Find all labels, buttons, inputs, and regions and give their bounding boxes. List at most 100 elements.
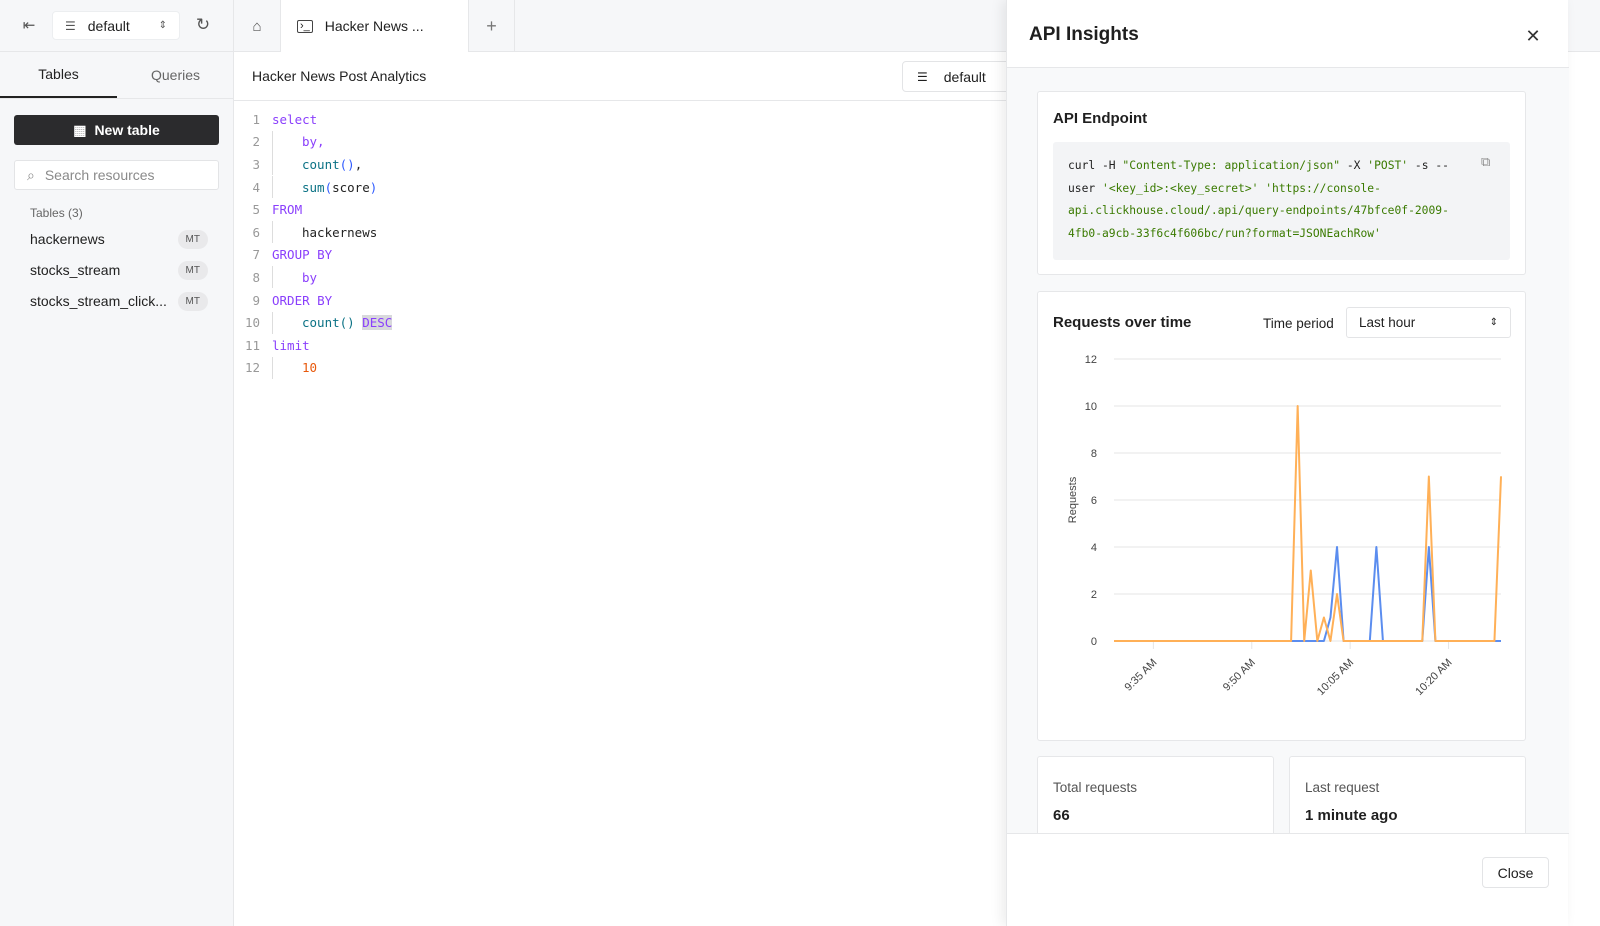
table-item-stocks-stream-click[interactable]: stocks_stream_click... MT	[30, 290, 208, 312]
database-select[interactable]: ☰ default ⇕	[52, 11, 180, 40]
database-icon: ☰	[917, 69, 928, 84]
data-point	[1310, 570, 1312, 571]
code-token: ORDER BY	[272, 292, 333, 308]
code-line: 9 ORDER BY	[240, 289, 392, 312]
new-tab-button[interactable]: +	[469, 0, 515, 52]
code-line: 10 count() DESC	[240, 311, 393, 334]
data-point	[1500, 476, 1502, 477]
table-item-hackernews[interactable]: hackernews MT	[30, 228, 208, 250]
code-token	[355, 315, 363, 330]
search-input[interactable]: ⌕ Search resources	[14, 160, 219, 190]
query-tab-title: Hacker News ...	[324, 18, 424, 34]
panel-body: API Endpoint curl -H "Content-Type: appl…	[1007, 67, 1569, 834]
line-number: 4	[252, 179, 260, 195]
indent-guide	[272, 311, 302, 334]
chevron-updown-icon: ⇕	[158, 20, 167, 31]
api-endpoint-card: API Endpoint curl -H "Content-Type: appl…	[1037, 91, 1526, 275]
copy-icon[interactable]: ⧉	[1481, 154, 1491, 169]
y-tick-label: 12	[1085, 354, 1097, 366]
code-token: 10	[302, 360, 318, 376]
query-title[interactable]: Hacker News Post Analytics	[252, 68, 427, 84]
y-tick-label: 4	[1091, 542, 1097, 554]
x-tick-label: 9:50 AM	[1221, 657, 1258, 694]
code-token: score	[332, 179, 370, 195]
line-number: 10	[244, 315, 260, 331]
code-token: )	[369, 179, 378, 195]
curl-token: -X	[1340, 159, 1368, 172]
editor-database-select[interactable]: ☰ default	[902, 61, 1022, 92]
code-line: 6 hackernews	[240, 221, 392, 244]
code-editor[interactable]: 1 select 2 by, 3 count(), 4 sum(score) 5 FROM 6 hac…	[240, 108, 393, 379]
total-requests-card: Total requests 66	[1037, 756, 1274, 833]
data-point	[1336, 593, 1338, 595]
requests-chart: 0 2 4 6 8 10 12 Requests 9:35 AM 9:50 AM 10:05 AM 1…	[1067, 354, 1502, 698]
refresh-icon[interactable]: ↻	[195, 15, 211, 34]
y-tick-label: 8	[1091, 448, 1097, 460]
x-tick-label: 10:05 AM	[1315, 657, 1356, 698]
y-tick-label: 0	[1091, 636, 1097, 648]
line-number: 8	[252, 269, 260, 285]
code-token: ,	[354, 156, 363, 172]
code-token: GROUP BY	[272, 247, 333, 263]
code-token: ()	[339, 156, 355, 172]
tab-queries[interactable]: Queries	[150, 67, 201, 83]
line-number: 2	[252, 134, 260, 150]
code-line: 5 FROM	[240, 198, 392, 221]
code-token: by,	[302, 134, 325, 150]
indent-guide	[272, 221, 302, 244]
x-tick-label: 9:35 AM	[1122, 657, 1159, 694]
line-number: 11	[244, 337, 260, 353]
data-point	[1375, 546, 1377, 548]
home-icon: ⌂	[252, 17, 262, 35]
code-line: 2 by,	[240, 130, 392, 154]
code-token: ()	[339, 315, 355, 331]
new-table-button[interactable]: ▦ New table	[14, 115, 219, 145]
new-table-label: New table	[94, 122, 160, 138]
table-name: stocks_stream_click...	[30, 293, 167, 309]
table-item-stocks-stream[interactable]: stocks_stream MT	[30, 259, 208, 281]
code-token: DESC	[362, 315, 393, 331]
curl-token: 'POST'	[1367, 159, 1409, 172]
data-point	[1428, 546, 1430, 548]
code-token: select	[272, 111, 318, 127]
home-tab[interactable]: ⌂	[234, 0, 281, 52]
code-line: 8 by	[240, 266, 392, 289]
line-number: 6	[252, 224, 260, 240]
y-tick-label: 2	[1091, 589, 1097, 601]
total-requests-value: 66	[1053, 807, 1070, 824]
curl-command[interactable]: curl -H "Content-Type: application/json"…	[1053, 142, 1510, 260]
total-requests-label: Total requests	[1053, 780, 1138, 795]
engine-badge: MT	[177, 229, 208, 249]
curl-token: -s --user	[1068, 159, 1449, 195]
line-number: 5	[252, 202, 260, 218]
time-period-select[interactable]: Last hour ⇕	[1346, 307, 1511, 338]
time-period-label: Time period	[1263, 316, 1334, 331]
code-line: 7 GROUP BY	[240, 244, 392, 267]
database-select-value: default	[87, 17, 130, 34]
code-line: 4 sum(score)	[240, 176, 392, 199]
code-token: limit	[272, 337, 310, 353]
last-request-label: Last request	[1305, 780, 1380, 795]
engine-badge: MT	[177, 291, 208, 311]
series-line-0	[1114, 546, 1501, 642]
close-button[interactable]: Close	[1482, 857, 1549, 888]
endpoint-heading: API Endpoint	[1053, 110, 1148, 127]
query-tab[interactable]: ›_ Hacker News ...	[281, 0, 469, 52]
divider	[234, 100, 1006, 101]
table-name: stocks_stream	[30, 262, 121, 278]
indent-guide	[272, 176, 302, 199]
series-line-1	[1114, 405, 1502, 642]
database-icon: ☰	[65, 18, 76, 33]
search-icon: ⌕	[27, 166, 35, 183]
tab-tables[interactable]: Tables	[0, 52, 117, 98]
close-icon[interactable]: ✕	[1525, 25, 1541, 46]
sidebar-topbar	[0, 0, 234, 52]
indent-guide	[272, 130, 302, 153]
collapse-sidebar-icon[interactable]: ⇤	[22, 17, 36, 34]
sidebar-tabs: Tables Queries	[0, 52, 234, 99]
table-name: hackernews	[30, 231, 105, 247]
data-point	[1336, 546, 1338, 548]
code-token: (	[324, 179, 333, 195]
code-line: 3 count(),	[240, 153, 392, 176]
data-point	[1297, 405, 1299, 407]
